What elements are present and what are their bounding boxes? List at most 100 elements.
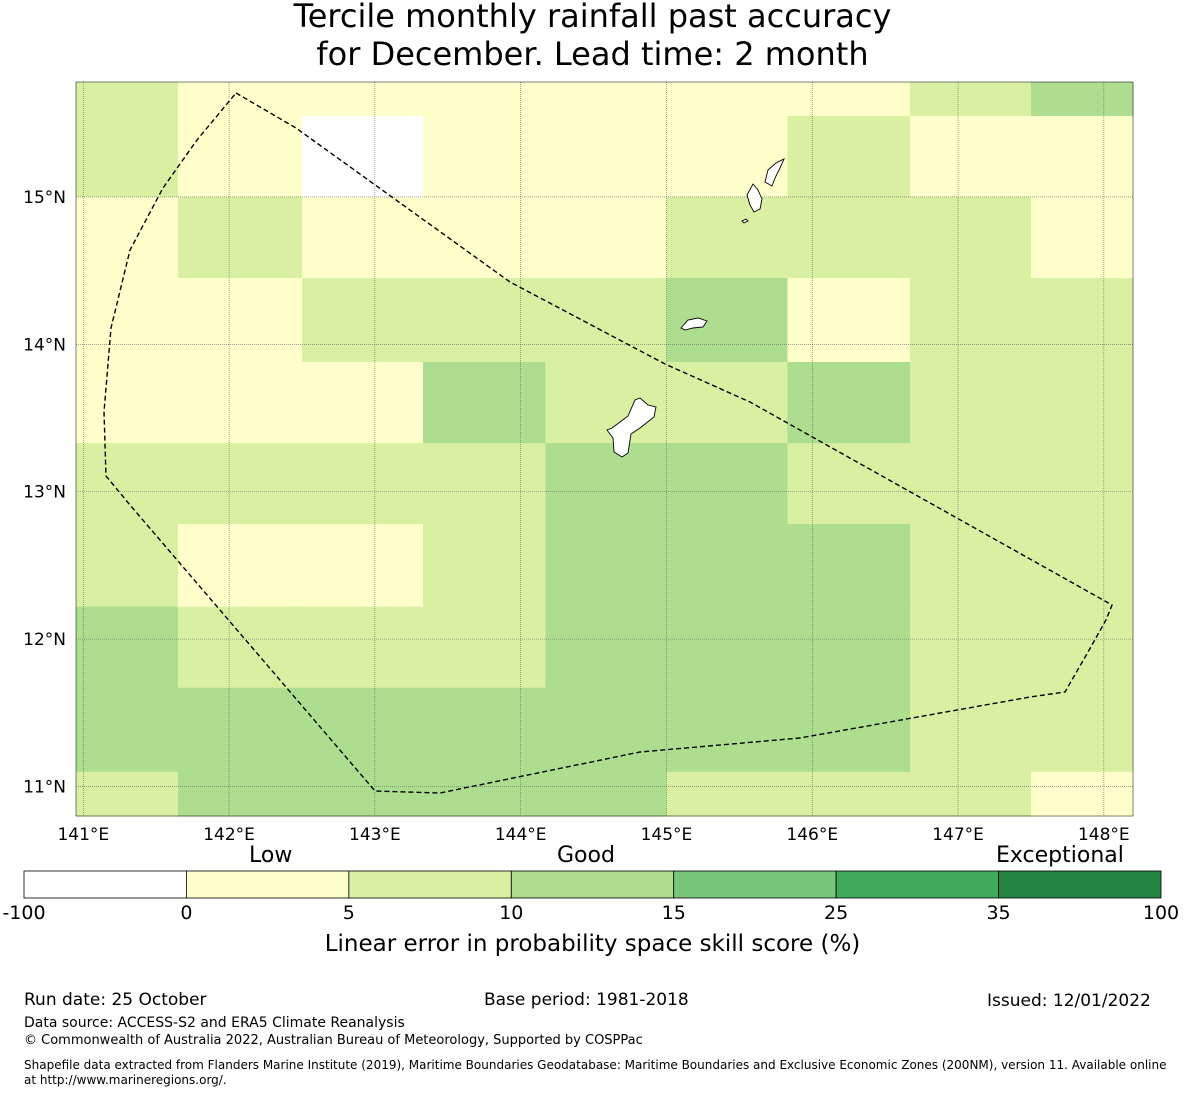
island-tinian — [746, 183, 763, 213]
grid-cell — [76, 606, 179, 689]
grid-cell — [666, 278, 788, 363]
grid-cell — [301, 196, 424, 279]
longitude-tick-label: 142°E — [203, 825, 255, 845]
grid-cell — [1030, 524, 1134, 608]
grid-cell — [787, 82, 911, 117]
grid-cell — [301, 606, 424, 689]
grid-cell — [422, 524, 546, 608]
grid-cell — [1030, 278, 1134, 363]
colorbar-swatch — [348, 870, 512, 899]
legend-category-low: Low — [249, 843, 293, 868]
grid-cell — [545, 687, 667, 773]
colorbar-tick-label: 10 — [499, 902, 524, 924]
grid-cell — [76, 687, 179, 773]
colorbar-tick-label: 0 — [180, 902, 193, 924]
colorbar-tick-label: 35 — [986, 902, 1011, 924]
skill-score-grid — [76, 82, 1134, 817]
grid-cell — [301, 82, 424, 117]
grid-cell — [1030, 443, 1134, 525]
grid-cell — [76, 278, 179, 363]
grid-cell — [301, 443, 424, 525]
grid-cell — [1030, 687, 1134, 773]
island-guam — [606, 397, 657, 458]
grid-cell — [301, 278, 424, 363]
grid-cell — [666, 771, 788, 817]
grid-cell — [1030, 115, 1134, 198]
map-title-line-1: Tercile monthly rainfall past accuracy — [293, 0, 892, 35]
data-source: Data source: ACCESS-S2 and ERA5 Climate … — [24, 1015, 405, 1031]
grid-cell — [1030, 196, 1134, 279]
grid-cell — [178, 443, 303, 525]
longitude-tick-label: 144°E — [495, 825, 547, 845]
grid-cell — [178, 115, 303, 198]
grid-cell — [787, 362, 911, 444]
grid-cell — [178, 82, 303, 117]
legend-category-exceptional: Exceptional — [996, 843, 1124, 868]
run-date: Run date: 25 October — [24, 990, 207, 1010]
grid-cell — [545, 362, 667, 444]
eez-boundary — [103, 92, 1113, 794]
grid-cell — [178, 771, 303, 817]
grid-cell — [545, 606, 667, 689]
grid-cell — [666, 196, 788, 279]
grid-cell — [909, 524, 1032, 608]
grid-cell — [422, 278, 546, 363]
grid-cell — [666, 524, 788, 608]
grid-cell — [787, 687, 911, 773]
grid-cell — [545, 82, 667, 117]
grid-cell — [909, 443, 1032, 525]
latitude-tick-label: 11°N — [23, 778, 66, 798]
longitude-tick-label: 145°E — [641, 825, 693, 845]
grid-cell — [76, 771, 179, 817]
grid-cell — [178, 524, 303, 608]
latitude-tick-label: 15°N — [23, 188, 66, 208]
island-aguijan — [741, 218, 749, 224]
grid-cell — [909, 278, 1032, 363]
grid-cell — [909, 362, 1032, 444]
latitude-tick-label: 12°N — [23, 630, 66, 650]
grid-cell — [787, 278, 911, 363]
map-title-line-2: for December. Lead time: 2 month — [316, 35, 869, 73]
grid-cell — [422, 362, 546, 444]
grid-cell — [178, 196, 303, 279]
shapefile-credit: Shapefile data extracted from Flanders M… — [24, 1058, 1167, 1087]
grid-cell — [545, 196, 667, 279]
latitude-tick-label: 13°N — [23, 483, 66, 503]
grid-cell — [178, 606, 303, 689]
grid-cell — [1030, 771, 1134, 817]
colorbar-tick-label: 15 — [661, 902, 686, 924]
longitude-tick-label: 143°E — [349, 825, 401, 845]
grid-cell — [787, 115, 911, 198]
colorbar-swatch — [510, 870, 675, 899]
colorbar-swatch — [673, 870, 837, 899]
grid-cell — [909, 196, 1032, 279]
copyright: © Commonwealth of Australia 2022, Austra… — [24, 1033, 643, 1048]
grid-cell — [76, 524, 179, 608]
grid-cell — [422, 606, 546, 689]
grid-cell — [301, 687, 424, 773]
grid-cell — [1030, 362, 1134, 444]
grid-cell — [666, 443, 788, 525]
grid-cell — [545, 115, 667, 198]
grid-cell — [545, 278, 667, 363]
grid-cell — [422, 82, 546, 117]
grid-cell — [76, 443, 179, 525]
colorbar-tick-label: 5 — [342, 902, 355, 924]
grid-cell — [787, 196, 911, 279]
grid-cell — [422, 443, 546, 525]
grid-cell — [909, 771, 1032, 817]
grid-cell — [909, 115, 1032, 198]
longitude-tick-label: 148°E — [1078, 825, 1130, 845]
grid-cell — [666, 82, 788, 117]
graticule — [76, 82, 1133, 816]
grid-cell — [301, 362, 424, 444]
longitude-tick-label: 141°E — [57, 825, 109, 845]
islands — [606, 158, 785, 458]
grid-cell — [787, 443, 911, 525]
grid-cell — [787, 771, 911, 817]
colorbar-swatch — [835, 870, 999, 899]
grid-cell — [666, 606, 788, 689]
colorbar — [23, 870, 1162, 899]
grid-cell — [909, 687, 1032, 773]
